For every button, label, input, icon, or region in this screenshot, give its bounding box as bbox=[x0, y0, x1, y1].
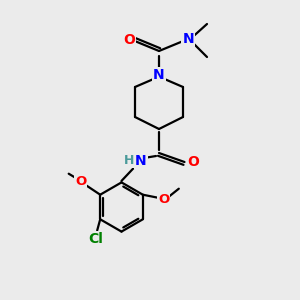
Text: O: O bbox=[158, 193, 169, 206]
Text: Cl: Cl bbox=[88, 232, 103, 246]
Text: N: N bbox=[153, 68, 165, 82]
Text: H: H bbox=[124, 154, 134, 167]
Text: O: O bbox=[75, 175, 86, 188]
Text: O: O bbox=[187, 155, 199, 169]
Text: N: N bbox=[135, 154, 147, 167]
Text: N: N bbox=[182, 32, 194, 46]
Text: O: O bbox=[123, 34, 135, 47]
